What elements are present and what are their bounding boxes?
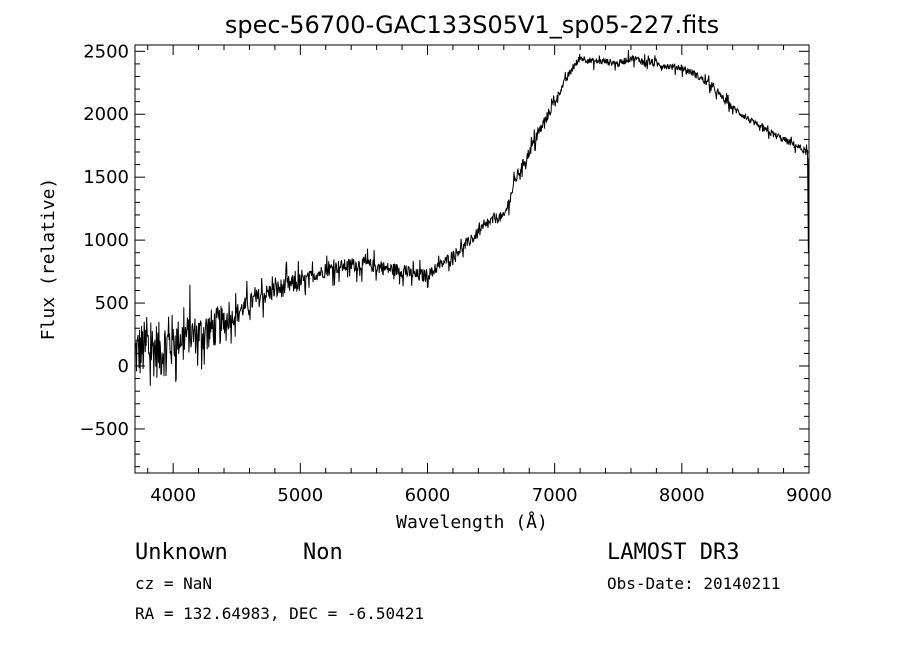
y-tick-label: −500	[80, 419, 129, 440]
y-tick-label: 0	[118, 356, 129, 377]
y-tick-label: 1000	[83, 230, 129, 251]
plot-frame	[134, 44, 810, 474]
x-axis-ticks: 4000 5000 6000 7000 8000 9000	[150, 45, 832, 506]
spectrum-line	[135, 49, 809, 386]
obs-date-label: Obs-Date: 20140211	[607, 574, 780, 593]
x-tick-label: 4000	[150, 485, 196, 506]
x-tick-label: 6000	[405, 485, 451, 506]
object-class-label: Unknown	[135, 540, 228, 565]
y-axis-ticks: −500 0 500 1000 1500 2000 2500	[80, 41, 809, 440]
y-tick-label: 2000	[83, 104, 129, 125]
x-tick-label: 5000	[277, 485, 323, 506]
x-tick-label: 7000	[532, 485, 578, 506]
y-tick-label: 2500	[83, 41, 129, 62]
minor-ticks	[135, 45, 809, 473]
subclass-label: Non	[303, 540, 343, 565]
y-tick-label: 500	[95, 293, 129, 314]
y-tick-label: 1500	[83, 167, 129, 188]
y-axis-label: Flux (relative)	[38, 178, 59, 341]
coordinates-label: RA = 132.64983, DEC = -6.50421	[135, 604, 424, 623]
chart-title: spec-56700-GAC133S05V1_sp05-227.fits	[225, 11, 719, 39]
survey-label: LAMOST DR3	[607, 540, 739, 565]
x-tick-label: 9000	[786, 485, 832, 506]
x-tick-label: 8000	[659, 485, 705, 506]
x-axis-label: Wavelength (Å)	[396, 511, 548, 533]
cz-label: cz = NaN	[135, 574, 212, 593]
